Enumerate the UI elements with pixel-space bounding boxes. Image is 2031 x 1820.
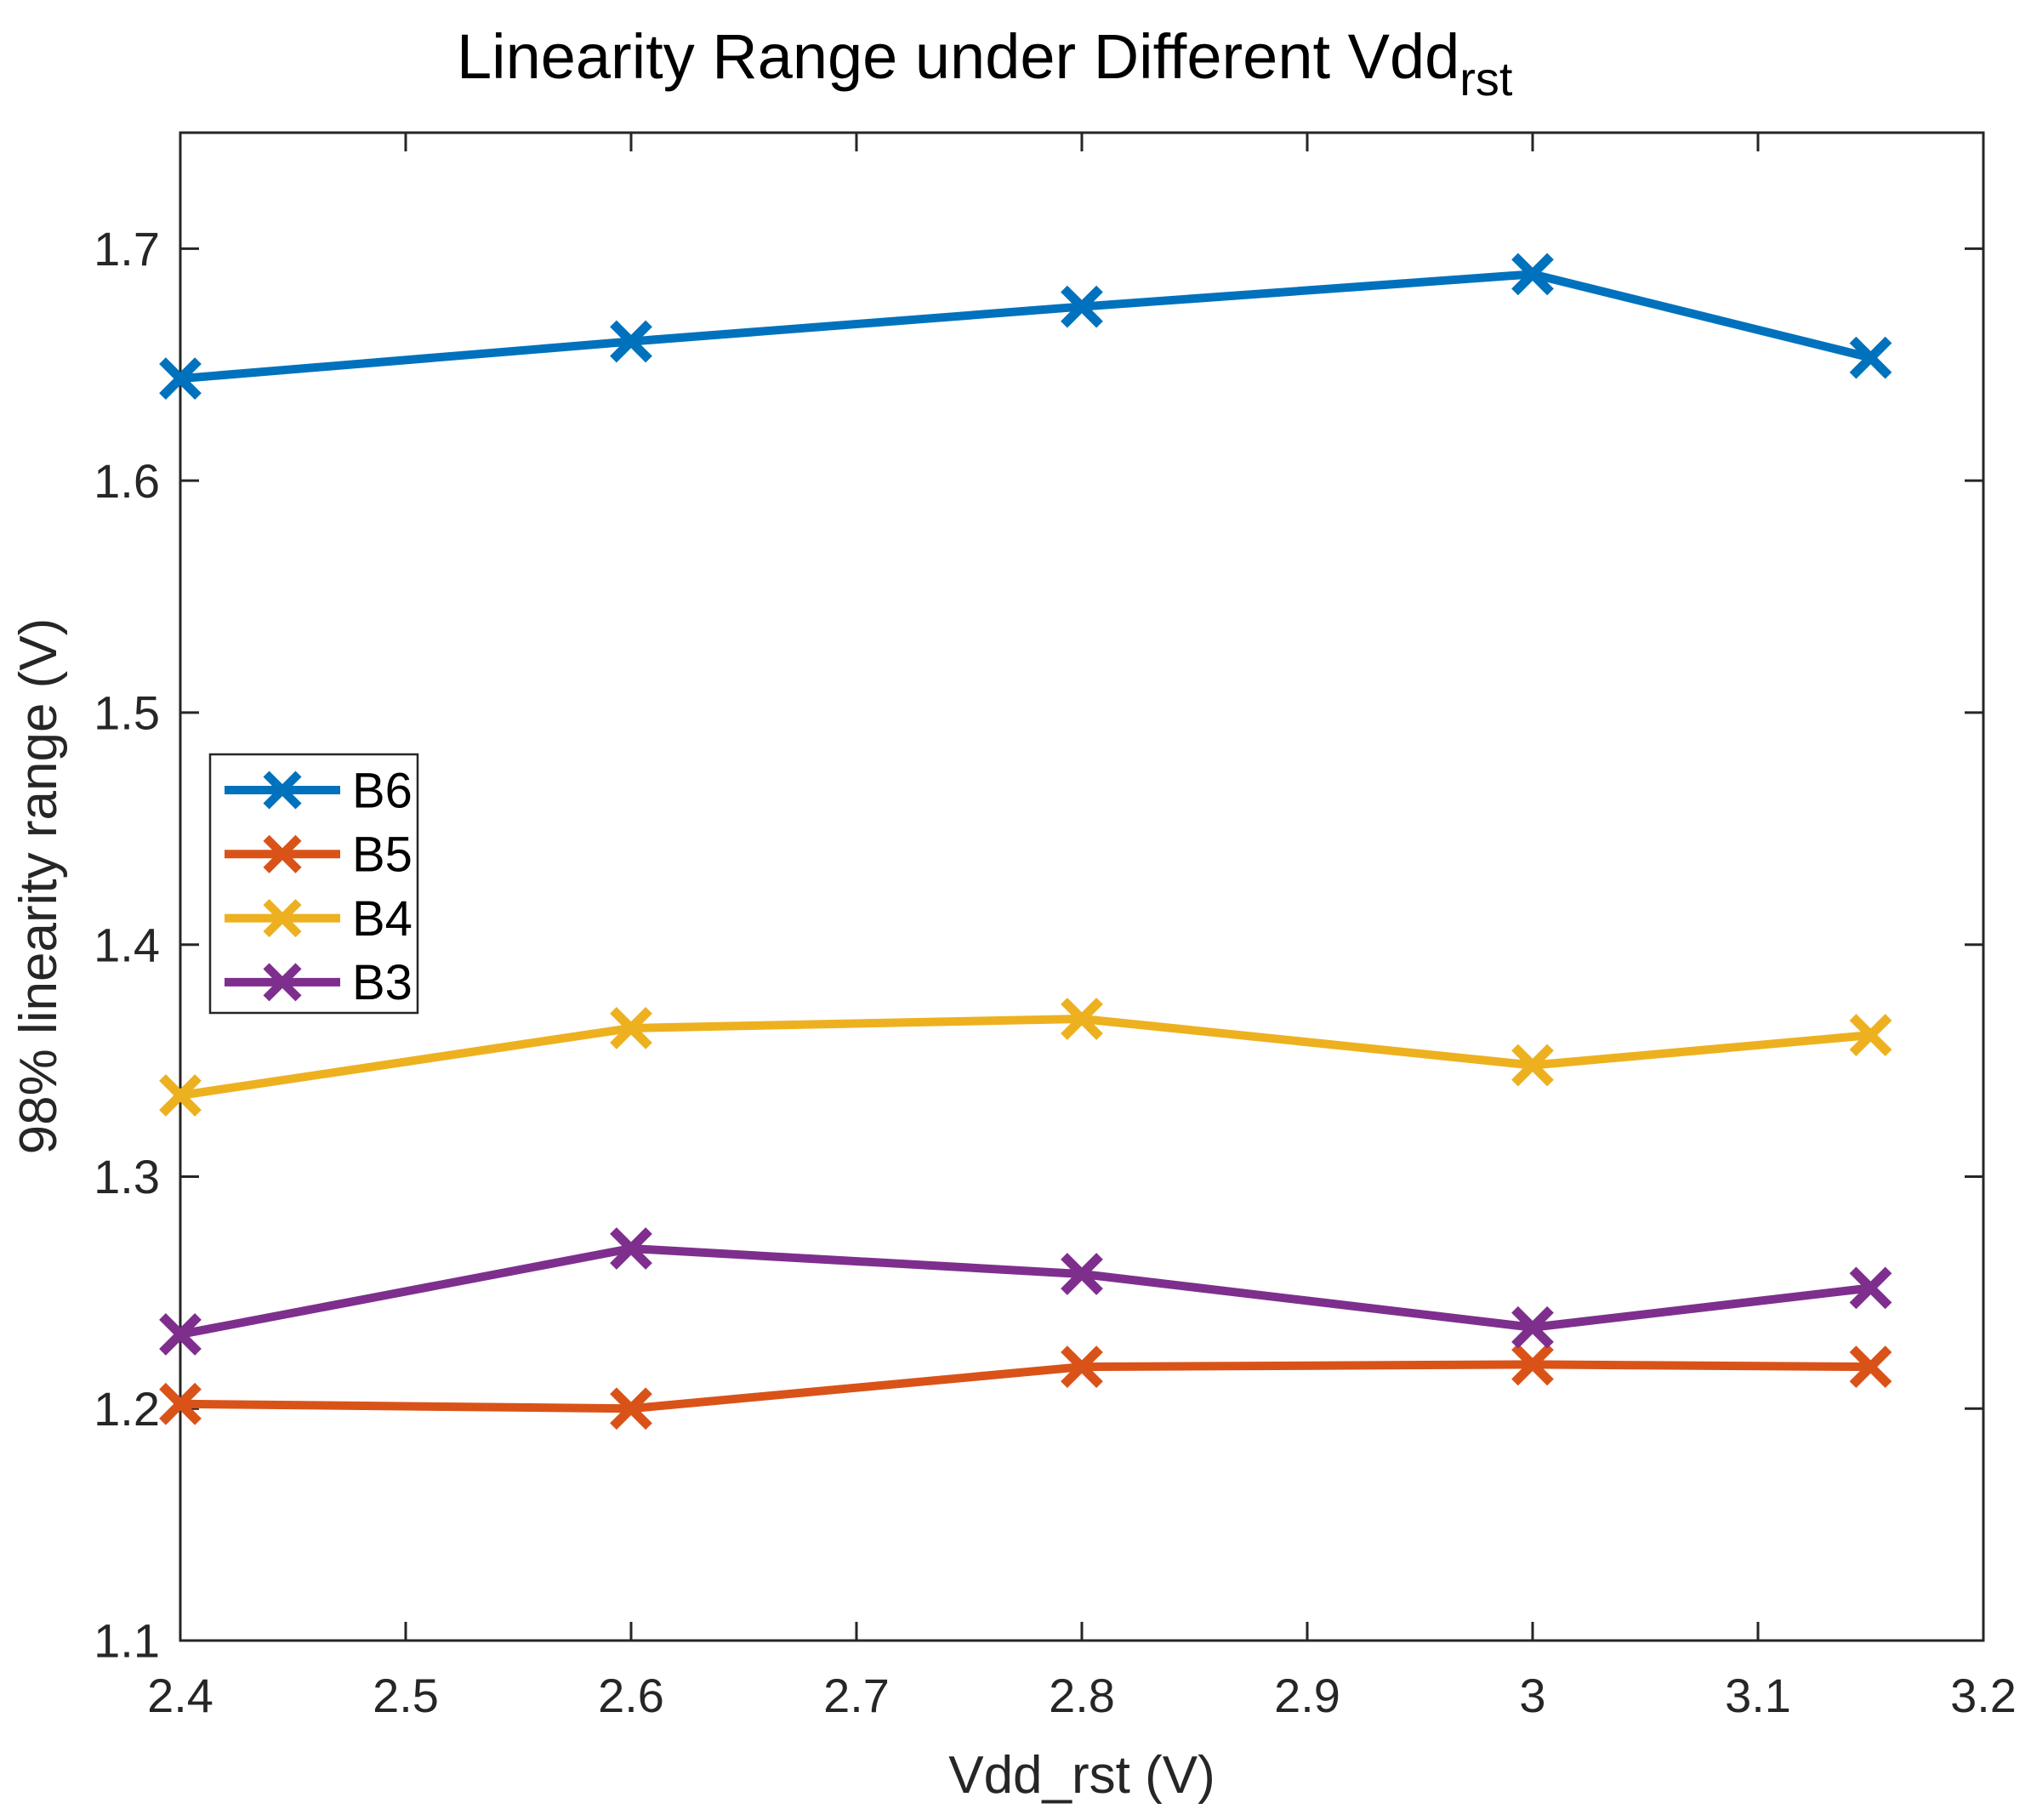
chart-title-main: Linearity Range under Different Vdd xyxy=(457,21,1459,92)
y-axis-label: 98% linearity range (V) xyxy=(9,618,68,1155)
legend-label-B5: B5 xyxy=(352,828,412,883)
legend-swatch-marker-B6 xyxy=(263,771,302,810)
x-tick-label: 2.8 xyxy=(1049,1669,1115,1722)
series-marker-B4 xyxy=(1849,1014,1892,1056)
legend-swatch-marker-B5 xyxy=(263,834,302,873)
legend-label-B6: B6 xyxy=(352,763,412,818)
x-tick-label: 2.6 xyxy=(598,1669,664,1722)
y-tick-label: 1.2 xyxy=(94,1382,160,1436)
legend-label-B4: B4 xyxy=(352,891,412,947)
legend-swatch-marker-B4 xyxy=(263,899,302,938)
series-line-B4 xyxy=(179,1014,1871,1100)
chart-title-subscript: rst xyxy=(1459,52,1513,105)
series-marker-B5 xyxy=(1061,1345,1103,1389)
x-axis-label: Vdd_rst (V) xyxy=(948,1746,1215,1805)
y-tick-label: 1.4 xyxy=(94,918,160,971)
series-marker-B5 xyxy=(159,1382,202,1425)
series-line-B3 xyxy=(179,1244,1872,1339)
series-marker-B4 xyxy=(1061,998,1103,1040)
plot-area: 2.4 2.5 2.6 2.7 2.8 2.9 3 3.1 3.2 1.1 1.2 1.3 1.4 1.5… xyxy=(94,131,2017,1722)
series-marker-B6 xyxy=(610,320,652,363)
series-line-B6 xyxy=(179,270,1872,384)
series-marker-B6 xyxy=(1061,285,1103,328)
plot-frame xyxy=(179,131,1985,1642)
x-tick-label: 2.9 xyxy=(1274,1669,1340,1722)
series-marker-B3 xyxy=(610,1227,652,1270)
series-marker-B3 xyxy=(159,1313,202,1356)
chart-title: Linearity Range under Different Vddrst xyxy=(457,21,1513,105)
series-marker-B3 xyxy=(1511,1305,1554,1349)
legend-label-B3: B3 xyxy=(352,955,412,1010)
y-tick-label: 1.7 xyxy=(94,222,160,276)
x-tick-label: 3.2 xyxy=(1950,1669,2017,1722)
series-marker-B6 xyxy=(159,357,202,401)
legend-swatch-marker-B3 xyxy=(263,963,302,1002)
y-tick-label: 1.1 xyxy=(94,1614,160,1668)
series-marker-B4 xyxy=(159,1074,202,1117)
y-tick-label: 1.6 xyxy=(94,454,160,508)
legend-box xyxy=(208,753,419,1015)
series-line-B5 xyxy=(179,1360,1871,1413)
series-marker-B3 xyxy=(1061,1253,1103,1295)
x-tick-label: 3.1 xyxy=(1725,1669,1791,1722)
series-marker-B4 xyxy=(1511,1044,1554,1087)
series-marker-B5 xyxy=(610,1387,652,1430)
series-marker-B3 xyxy=(1849,1266,1892,1310)
x-tick-label: 2.5 xyxy=(373,1669,439,1722)
series-marker-B4 xyxy=(610,1007,652,1049)
series-marker-B5 xyxy=(1849,1345,1892,1389)
x-tick-label: 2.4 xyxy=(147,1669,213,1722)
y-tick-label: 1.5 xyxy=(94,686,160,740)
x-tick-label: 3 xyxy=(1519,1669,1545,1722)
x-tick-label: 2.7 xyxy=(823,1669,890,1722)
series-marker-B6 xyxy=(1849,336,1892,379)
y-tick-label: 1.3 xyxy=(94,1150,160,1203)
series-marker-B6 xyxy=(1511,253,1554,296)
series-marker-B5 xyxy=(1511,1343,1554,1386)
